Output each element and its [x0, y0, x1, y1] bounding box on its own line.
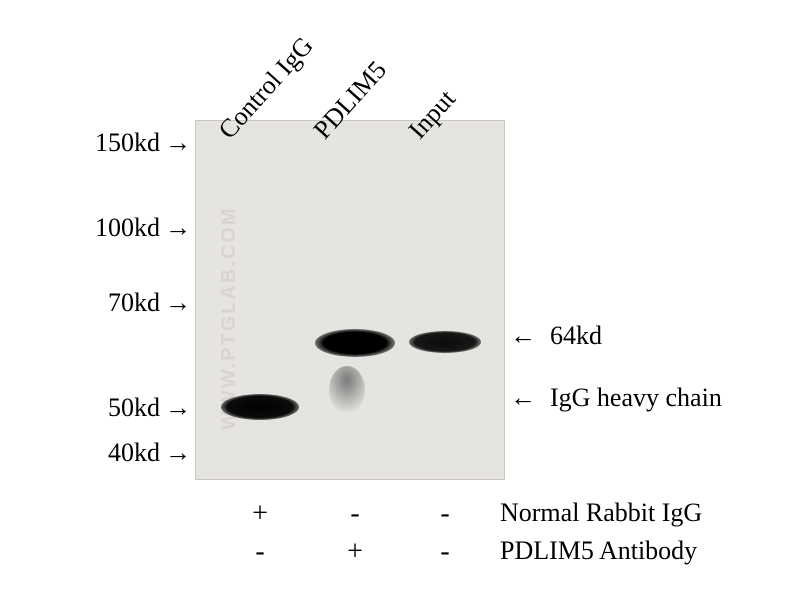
cond-row-label: PDLIM5 Antibody	[500, 536, 697, 566]
figure-root: WWW.PTGLAB.COM Control IgG PDLIM5 Input …	[0, 0, 800, 600]
cond-cell: -	[240, 536, 280, 568]
band-pdlim5-smear	[329, 366, 365, 414]
band-pdlim5-64kd	[315, 329, 395, 357]
band-input-64kd	[409, 331, 481, 353]
band-control-igg-hc	[221, 394, 299, 420]
cond-cell: -	[425, 536, 465, 568]
cond-cell: -	[335, 498, 375, 530]
cond-row-label: Normal Rabbit IgG	[500, 498, 702, 528]
cond-cell: +	[335, 536, 375, 568]
cond-cell: +	[240, 498, 280, 530]
cond-cell: -	[425, 498, 465, 530]
